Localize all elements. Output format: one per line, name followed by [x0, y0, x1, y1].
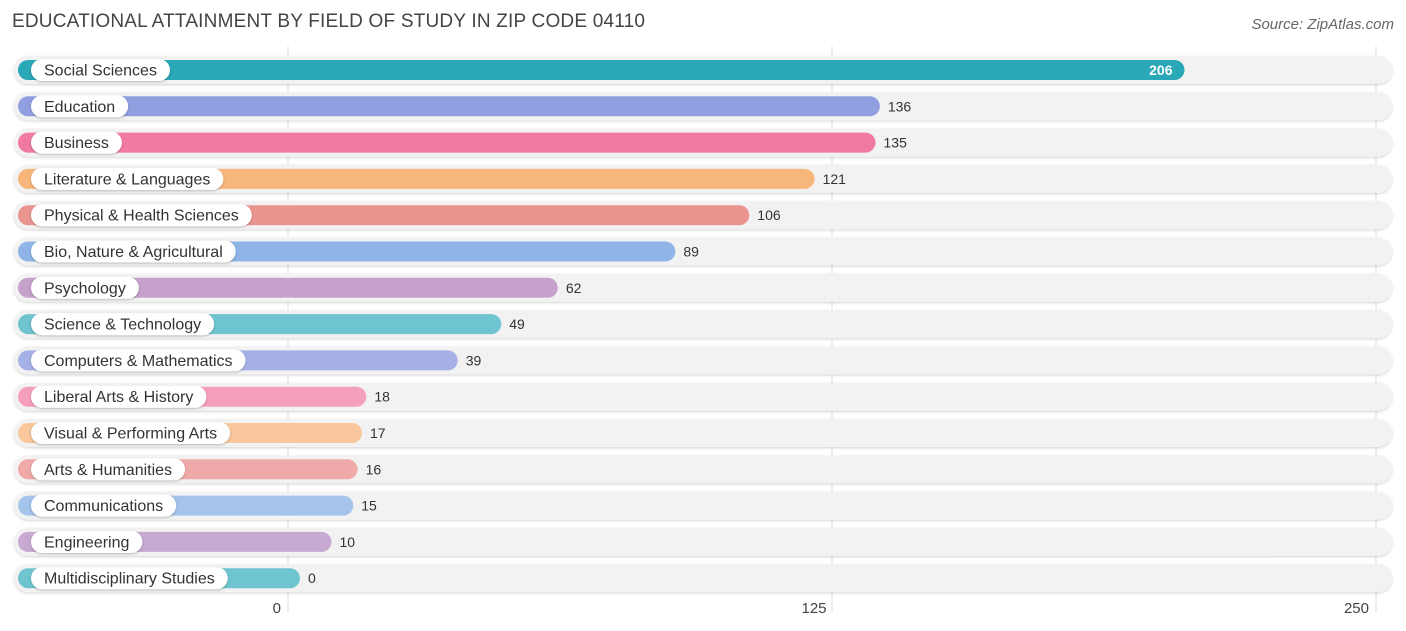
bar-row: Visual & Performing Arts 17 [14, 419, 1392, 447]
value-label: 16 [366, 461, 382, 477]
bar-row: Psychology 62 [14, 273, 1392, 302]
category-label: Bio, Nature & Agricultural [44, 244, 223, 261]
bar-track [14, 491, 1392, 520]
bar-track [14, 564, 1392, 593]
bar [18, 96, 880, 117]
category-label: Psychology [44, 280, 126, 297]
bar-track [14, 527, 1392, 556]
category-label: Computers & Mathematics [44, 353, 233, 370]
chart-title: EDUCATIONAL ATTAINMENT BY FIELD OF STUDY… [12, 11, 646, 32]
value-label: 15 [361, 498, 377, 514]
tick-label: 250 [1344, 600, 1369, 617]
bar-row: Business 135 [14, 128, 1392, 157]
tick-label: 125 [801, 600, 826, 617]
category-label: Liberal Arts & History [44, 389, 193, 406]
category-pill [31, 494, 177, 517]
value-label: 106 [757, 207, 781, 223]
value-label: 49 [509, 316, 525, 332]
value-label: 89 [683, 244, 699, 260]
category-pill [31, 167, 224, 190]
category-pill [31, 313, 215, 336]
bar [18, 277, 558, 298]
category-label: Physical & Health Sciences [44, 208, 239, 225]
bar-row: Physical & Health Sciences 106 [14, 201, 1392, 230]
category-label: Literature & Languages [44, 171, 210, 188]
category-pill [31, 385, 207, 408]
category-label: Communications [44, 498, 163, 515]
chart-source: Source: ZipAtlas.com [1251, 16, 1394, 33]
category-pill [31, 131, 122, 154]
category-pill [31, 422, 231, 444]
tick-label: 0 [273, 600, 281, 617]
value-label: 0 [308, 570, 316, 586]
category-pill [31, 530, 143, 553]
category-pill [31, 59, 170, 81]
category-pill [31, 458, 186, 481]
value-label: 136 [888, 98, 912, 114]
category-label: Social Sciences [44, 63, 157, 80]
bar-row: Computers & Mathematics 39 [14, 346, 1392, 375]
bar-row: Liberal Arts & History 18 [14, 382, 1392, 411]
value-label: 10 [340, 534, 356, 550]
value-label: 121 [823, 171, 847, 187]
category-pill [31, 276, 139, 299]
value-label: 62 [566, 280, 582, 296]
value-label: 135 [884, 135, 908, 151]
category-label: Multidisciplinary Studies [44, 571, 215, 588]
category-label: Business [44, 135, 109, 152]
bar-row: Social Sciences 206 [14, 56, 1392, 84]
category-label: Visual & Performing Arts [44, 426, 217, 443]
value-label: 18 [374, 389, 390, 405]
bar-row: Multidisciplinary Studies 0 [14, 564, 1392, 593]
value-label: 39 [466, 352, 482, 368]
bar-row: Education 136 [14, 92, 1392, 121]
category-label: Science & Technology [44, 317, 201, 334]
category-pill [31, 204, 252, 227]
category-pill [31, 95, 129, 118]
category-pill [31, 240, 236, 263]
category-label: Engineering [44, 534, 129, 551]
bar-track [14, 455, 1392, 484]
category-pill [31, 349, 246, 372]
bar-row: Arts & Humanities 16 [14, 455, 1392, 484]
bar [18, 60, 1185, 80]
bar [18, 132, 876, 153]
x-axis: 0 125 250 [273, 600, 1369, 617]
value-label: 17 [370, 425, 386, 441]
category-pill [31, 567, 228, 590]
bar-row: Literature & Languages 121 [14, 164, 1392, 193]
value-label: 206 [1149, 62, 1173, 78]
bar-row: Communications 15 [14, 491, 1392, 520]
rows-layer: Social Sciences 206 Education 136 Business 13… [14, 56, 1392, 593]
category-label: Education [44, 99, 115, 116]
bar-row: Engineering 10 [14, 527, 1392, 556]
bar-row: Bio, Nature & Agricultural 89 [14, 237, 1392, 266]
category-label: Arts & Humanities [44, 462, 172, 479]
bar-row: Science & Technology 49 [14, 310, 1392, 339]
